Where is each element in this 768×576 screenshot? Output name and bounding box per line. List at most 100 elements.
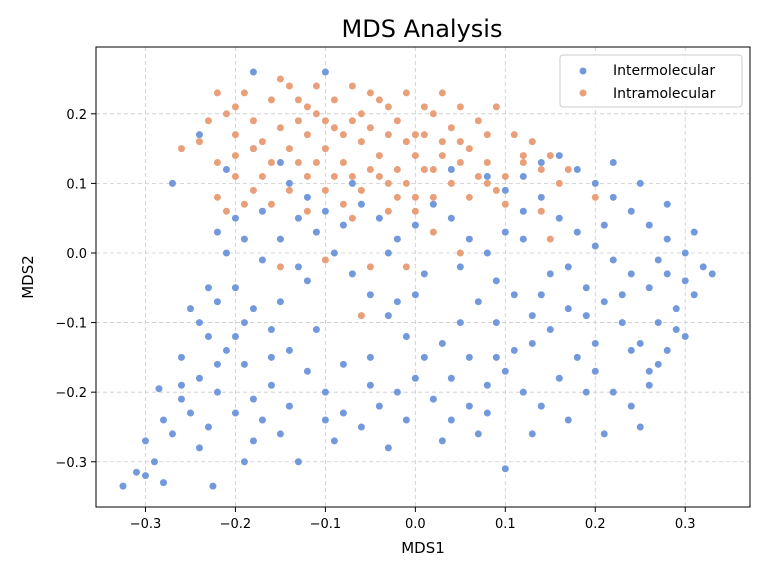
data-point-intermolecular [249, 68, 257, 76]
data-point-intermolecular [366, 353, 374, 361]
data-point-intramolecular [231, 131, 239, 139]
data-point-intermolecular [564, 416, 572, 424]
data-point-intramolecular [384, 179, 392, 187]
data-point-intramolecular [312, 159, 320, 167]
data-point-intramolecular [285, 145, 293, 153]
data-point-intermolecular [366, 291, 374, 299]
data-point-intermolecular [672, 305, 680, 313]
data-point-intramolecular [177, 145, 185, 153]
data-point-intermolecular [204, 423, 212, 431]
data-point-intramolecular [438, 89, 446, 97]
y-tick-label: 0.0 [66, 247, 87, 262]
data-point-intermolecular [537, 291, 545, 299]
data-point-intramolecular [510, 131, 518, 139]
data-point-intramolecular [240, 89, 248, 97]
data-point-intermolecular [240, 235, 248, 243]
data-point-intramolecular [348, 172, 356, 180]
data-point-intermolecular [222, 249, 230, 257]
data-point-intramolecular [339, 131, 347, 139]
data-point-intermolecular [285, 346, 293, 354]
data-point-intermolecular [465, 235, 473, 243]
data-point-intermolecular [402, 416, 410, 424]
data-point-intermolecular [213, 228, 221, 236]
data-point-intramolecular [456, 159, 464, 167]
data-point-intermolecular [690, 228, 698, 236]
legend: Intermolecular Intramolecular [559, 54, 743, 108]
data-point-intermolecular [411, 374, 419, 382]
data-point-intermolecular [276, 298, 284, 306]
data-point-intermolecular [420, 270, 428, 278]
x-tick-label: 0.3 [675, 517, 696, 532]
data-point-intramolecular [222, 207, 230, 215]
data-point-intramolecular [303, 207, 311, 215]
data-point-intermolecular [384, 312, 392, 320]
data-point-intramolecular [411, 207, 419, 215]
data-point-intramolecular [267, 159, 275, 167]
data-point-intramolecular [402, 179, 410, 187]
data-point-intermolecular [393, 235, 401, 243]
data-point-intramolecular [420, 131, 428, 139]
data-point-intermolecular [240, 458, 248, 466]
data-point-intermolecular [600, 298, 608, 306]
data-point-intermolecular [159, 479, 167, 487]
data-point-intramolecular [204, 117, 212, 125]
data-point-intermolecular [267, 326, 275, 334]
data-point-intramolecular [447, 179, 455, 187]
data-point-intramolecular [276, 75, 284, 83]
data-point-intermolecular [681, 249, 689, 257]
data-point-intramolecular [492, 186, 500, 194]
data-point-intramolecular [339, 159, 347, 167]
data-point-intermolecular [627, 346, 635, 354]
data-point-intermolecular [609, 388, 617, 396]
data-point-intermolecular [447, 416, 455, 424]
data-point-intermolecular [303, 277, 311, 285]
data-point-intermolecular [330, 437, 338, 445]
data-point-intermolecular [222, 165, 230, 173]
data-point-intermolecular [654, 256, 662, 264]
data-point-intermolecular [483, 409, 491, 417]
data-point-intermolecular [645, 367, 653, 375]
data-point-intramolecular [474, 172, 482, 180]
data-point-intermolecular [294, 214, 302, 222]
data-point-intermolecular [312, 228, 320, 236]
data-point-intramolecular [213, 193, 221, 201]
data-point-intermolecular [456, 263, 464, 271]
data-point-intramolecular [312, 82, 320, 90]
data-point-intramolecular [231, 172, 239, 180]
data-point-intermolecular [456, 319, 464, 327]
data-point-intramolecular [249, 145, 257, 153]
data-point-intramolecular [591, 193, 599, 201]
data-point-intermolecular [609, 159, 617, 167]
data-point-intermolecular [483, 172, 491, 180]
data-point-intermolecular [267, 381, 275, 389]
data-point-intermolecular [600, 430, 608, 438]
data-point-intramolecular [429, 110, 437, 118]
series-intermolecular [119, 68, 716, 490]
data-point-intramolecular [393, 165, 401, 173]
data-point-intermolecular [132, 468, 140, 476]
data-point-intramolecular [411, 152, 419, 160]
data-point-intramolecular [375, 172, 383, 180]
data-point-intramolecular [321, 186, 329, 194]
data-point-intermolecular [393, 388, 401, 396]
x-tick-label: 0.0 [405, 517, 426, 532]
data-point-intermolecular [177, 395, 185, 403]
data-point-intermolecular [636, 179, 644, 187]
data-point-intermolecular [564, 263, 572, 271]
data-point-intermolecular [321, 388, 329, 396]
data-point-intermolecular [672, 326, 680, 334]
data-point-intermolecular [618, 319, 626, 327]
chart-title: MDS Analysis [342, 15, 503, 43]
data-point-intermolecular [537, 193, 545, 201]
data-point-intermolecular [177, 353, 185, 361]
data-point-intramolecular [546, 235, 554, 243]
data-point-intramolecular [438, 152, 446, 160]
data-point-intermolecular [429, 395, 437, 403]
data-point-intermolecular [591, 242, 599, 250]
data-point-intramolecular [321, 117, 329, 125]
legend-box [559, 54, 743, 108]
data-point-intermolecular [321, 416, 329, 424]
data-point-intermolecular [681, 333, 689, 341]
data-point-intramolecular [276, 263, 284, 271]
data-point-intermolecular [258, 256, 266, 264]
